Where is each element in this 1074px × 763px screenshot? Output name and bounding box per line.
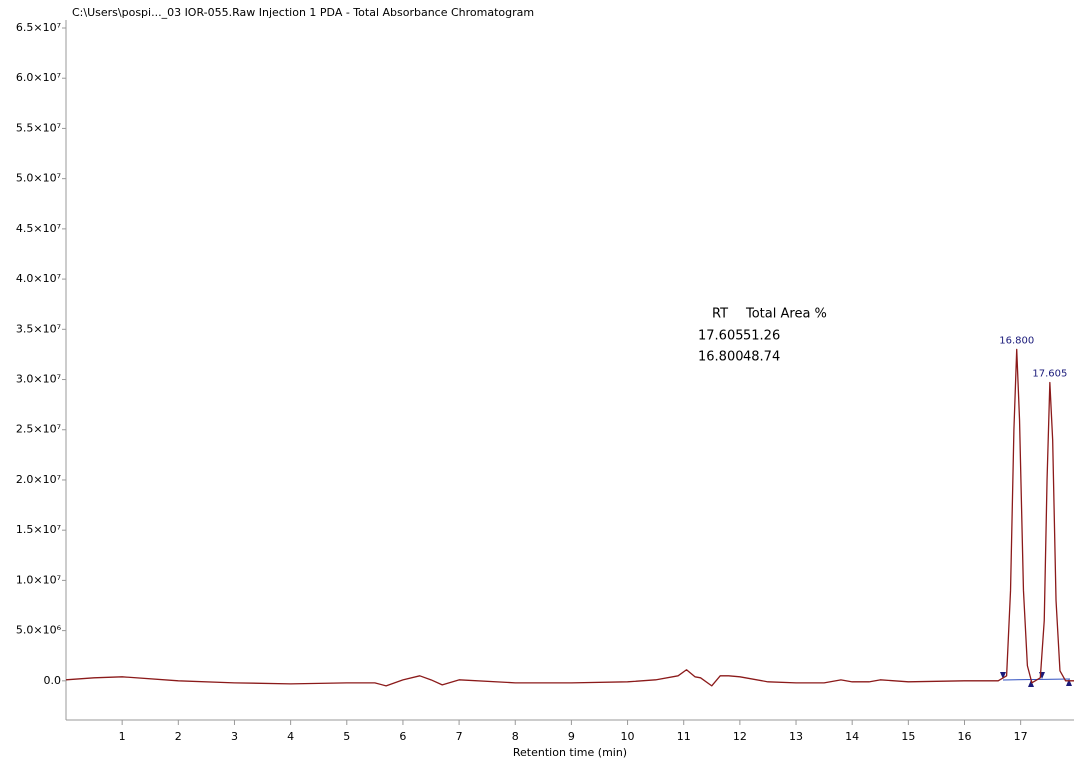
y-tick-label: 2.0×10⁷ bbox=[16, 473, 61, 486]
x-tick-label: 11 bbox=[677, 730, 691, 743]
peak-start-marker bbox=[1000, 672, 1006, 679]
table-cell: 17.605 bbox=[698, 329, 744, 344]
x-tick-label: 13 bbox=[789, 730, 803, 743]
chromatogram-line bbox=[65, 348, 1074, 687]
table-cell: 16.800 bbox=[698, 350, 744, 365]
peak-label: 16.800 bbox=[999, 335, 1034, 346]
y-tick-label: 2.5×10⁷ bbox=[16, 423, 61, 436]
y-tick-label: 4.5×10⁷ bbox=[16, 222, 61, 235]
y-tick-label: 3.5×10⁷ bbox=[16, 322, 61, 335]
y-tick-label: 4.0×10⁷ bbox=[16, 272, 61, 285]
peak-end-marker bbox=[1028, 680, 1034, 687]
x-tick-label: 8 bbox=[512, 730, 519, 743]
x-tick-label: 5 bbox=[343, 730, 350, 743]
y-tick-label: 6.0×10⁷ bbox=[16, 71, 61, 84]
x-tick-label: 9 bbox=[568, 730, 575, 743]
x-tick-label: 10 bbox=[621, 730, 635, 743]
x-tick-label: 12 bbox=[733, 730, 747, 743]
x-tick-label: 15 bbox=[901, 730, 915, 743]
x-tick-label: 7 bbox=[456, 730, 463, 743]
x-tick-label: 17 bbox=[1014, 730, 1028, 743]
x-axis-label: Retention time (min) bbox=[513, 746, 627, 759]
x-tick-label: 14 bbox=[845, 730, 859, 743]
table-cell: 48.74 bbox=[743, 350, 780, 365]
y-tick-label: 0.0 bbox=[44, 674, 62, 687]
x-tick-label: 3 bbox=[231, 730, 238, 743]
table-header: RT bbox=[712, 307, 728, 322]
y-tick-label: 5.5×10⁷ bbox=[16, 121, 61, 134]
x-tick-label: 6 bbox=[399, 730, 406, 743]
x-tick-label: 2 bbox=[175, 730, 182, 743]
peak-end-marker bbox=[1066, 679, 1072, 686]
x-tick-label: 4 bbox=[287, 730, 294, 743]
y-tick-label: 1.0×10⁷ bbox=[16, 573, 61, 586]
peak-label: 17.605 bbox=[1032, 369, 1067, 380]
table-header: Total Area % bbox=[745, 307, 827, 322]
x-tick-label: 16 bbox=[957, 730, 971, 743]
y-tick-label: 1.5×10⁷ bbox=[16, 523, 61, 536]
y-tick-label: 5.0×10⁷ bbox=[16, 172, 61, 185]
y-tick-label: 3.0×10⁷ bbox=[16, 373, 61, 386]
y-tick-label: 5.0×10⁶ bbox=[16, 624, 62, 637]
x-tick-label: 1 bbox=[119, 730, 126, 743]
chart-subtitle: C:\Users\pospi..._03 IOR-055.Raw Injecti… bbox=[72, 6, 534, 19]
table-cell: 51.26 bbox=[743, 329, 780, 344]
y-tick-label: 6.5×10⁷ bbox=[16, 21, 61, 34]
